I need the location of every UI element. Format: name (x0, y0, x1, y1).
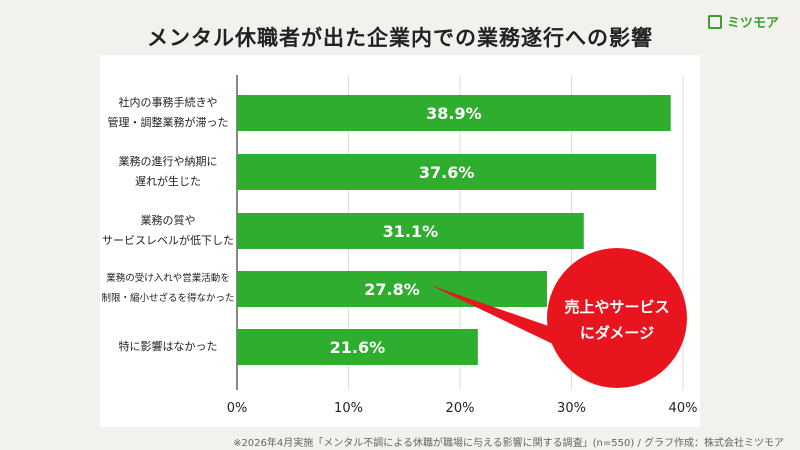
bar (237, 213, 584, 249)
tick-label: 0% (227, 401, 248, 416)
data-label: 27.8% (364, 280, 420, 299)
callout-text: 売上やサービス (564, 298, 669, 316)
bar (237, 271, 547, 307)
data-label: 31.1% (383, 222, 439, 241)
bar (237, 329, 478, 365)
logo-text: ミツモア (727, 16, 780, 31)
data-label: 38.9% (426, 104, 482, 123)
category-label: 社内の事務手続きや 管理・調整業務が滞った (107, 96, 229, 129)
data-label: 21.6% (330, 338, 386, 357)
callout-circle (547, 248, 687, 388)
category-label: 業務の質や サービスレベルが低下した (102, 214, 234, 247)
brand-logo: ミツモア (708, 12, 779, 31)
tick-label: 20% (446, 401, 475, 416)
tick-label: 10% (334, 401, 363, 416)
footnote: ※2026年4月実施「メンタル不調による休職が職場に与える影響に関する調査」(n… (233, 438, 784, 449)
bar (237, 154, 657, 190)
chart-title: メンタル休職者が出た企業内での業務遂行への影響 (147, 26, 653, 50)
tick-label: 30% (557, 401, 586, 416)
logo-icon (708, 14, 722, 29)
bar (237, 95, 671, 131)
tick-label: 40% (669, 401, 698, 416)
data-label: 37.6% (419, 163, 475, 182)
callout-text: にダメージ (580, 324, 654, 342)
category-label: 業務の進行や納期に 遅れが生じた (118, 155, 218, 188)
callout-pointer (430, 285, 560, 345)
category-label: 特に影響はなかった (118, 340, 218, 353)
category-label: 業務の受け入れや営業活動を 制限・縮小せざるを得なかった (101, 273, 235, 304)
